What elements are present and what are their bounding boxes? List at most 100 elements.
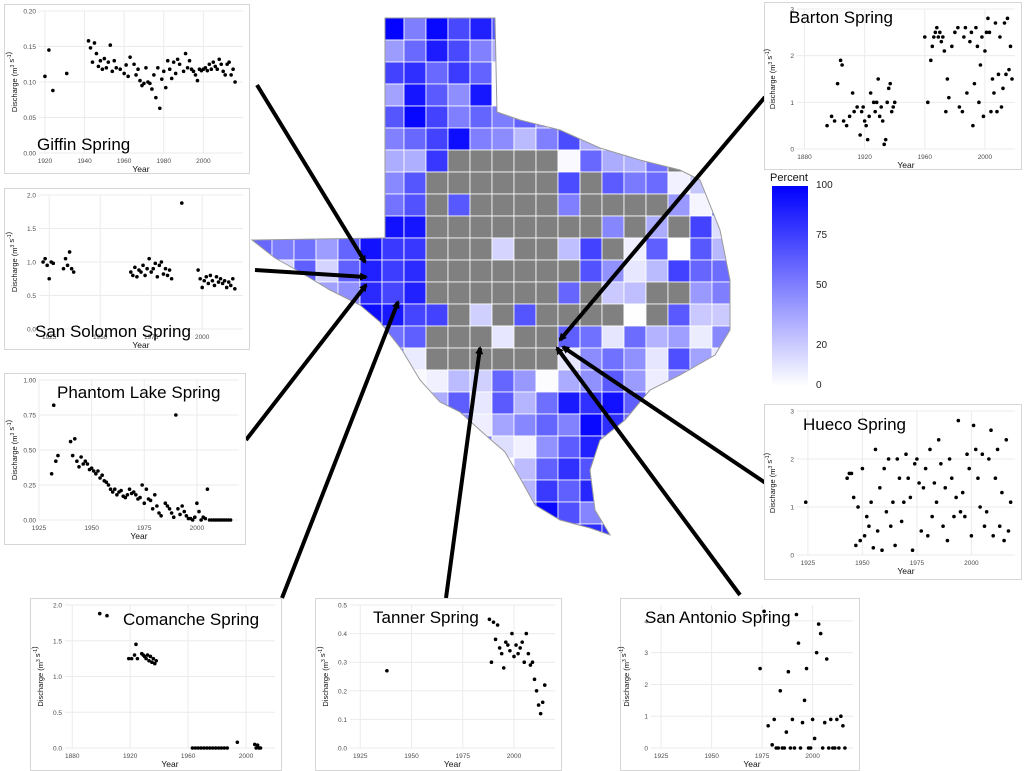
data-point [229,73,233,77]
data-point [804,666,809,671]
data-point [941,524,945,528]
county-cell [491,479,515,503]
data-point [157,263,162,268]
data-point [772,717,777,722]
y-axis-label: Discharge (m3 s-1) [4,419,19,480]
county-cell [315,39,339,63]
data-point [134,73,138,77]
data-point [526,651,531,656]
county-cell [711,237,730,261]
data-point [152,73,156,77]
data-point [217,57,222,62]
data-point [200,285,204,290]
county-cell [359,523,383,535]
county-cell [381,413,405,437]
y-axis-label: Discharge (m3 s-1) [762,48,777,109]
data-point [873,447,878,452]
county-cell [403,281,427,305]
spring-title: San Solomon Spring [35,322,191,341]
data-point [838,58,843,63]
county-cell [557,171,581,195]
data-point [843,746,847,750]
county-cell [271,83,295,107]
county-cell [711,39,730,63]
county-cell [623,501,647,525]
spring-title: Phantom Lake Spring [57,383,221,402]
data-point [203,66,208,70]
county-cell [557,149,581,173]
data-point [800,720,805,725]
data-point [958,510,963,514]
data-point [869,500,873,504]
pointer-arrow [444,346,484,599]
county-cell [734,150,756,172]
county-cell [337,171,361,195]
county-cell [645,39,669,63]
county-cell [403,215,427,239]
data-point [506,643,510,647]
data-point [926,534,930,538]
data-point [171,60,176,64]
data-point [94,51,99,56]
data-point [177,62,182,67]
data-point [495,623,500,627]
county-cell [579,39,603,63]
data-point [231,67,235,72]
x-axis-label: Year [444,759,461,769]
data-point [510,631,514,636]
y-tick-label: 2.0 [27,193,36,200]
county-cell [315,105,339,129]
county-cell [535,457,559,481]
legend-label: 20 [816,340,828,351]
county-cell [667,479,691,503]
county-cell [271,325,295,349]
county-cell [359,501,383,525]
y-tick-label: 0.75 [23,413,36,420]
county-cell [557,83,581,107]
county-cell [513,39,537,63]
data-point [134,493,138,497]
y-axis-label: Discharge (m3 s-1) [315,646,330,707]
y-tick-label: 0 [790,147,794,154]
plot-area [651,605,853,748]
x-tick-label: 2000 [805,753,820,760]
data-point [163,266,168,271]
data-point [840,63,844,67]
data-point [778,689,783,693]
data-point [835,717,839,722]
county-cell [557,39,581,63]
data-point [930,514,934,519]
data-point [965,452,969,456]
county-cell [579,523,603,535]
data-point [893,543,897,548]
county-cell [293,479,317,503]
county-cell [381,391,405,415]
barton-spring-panel: 1880 1920 1960 2000 0 1 2 3 Year Discharge (m3 s-… [762,2,1022,170]
county-cell [315,237,339,261]
data-point [167,507,172,511]
county-cell [252,127,273,151]
county-cell [601,479,625,503]
data-point [822,720,827,725]
county-cell [645,303,669,327]
county-cell [337,105,361,129]
data-point [131,490,136,494]
county-cell [711,479,730,503]
data-point [522,660,527,664]
county-cell [601,325,625,349]
data-point [936,35,941,39]
county-cell [447,325,471,349]
data-point [963,25,968,30]
county-cell [403,193,427,217]
x-tick-label: 2000 [196,158,211,165]
data-point [1002,538,1006,543]
county-cell [381,479,405,503]
data-point [221,69,225,74]
data-point [215,67,220,72]
county-cell [711,391,730,415]
data-point [108,43,113,47]
data-point [199,746,203,750]
x-tick-label: 2000 [964,560,979,567]
county-cell [513,369,537,393]
data-point [977,100,981,105]
